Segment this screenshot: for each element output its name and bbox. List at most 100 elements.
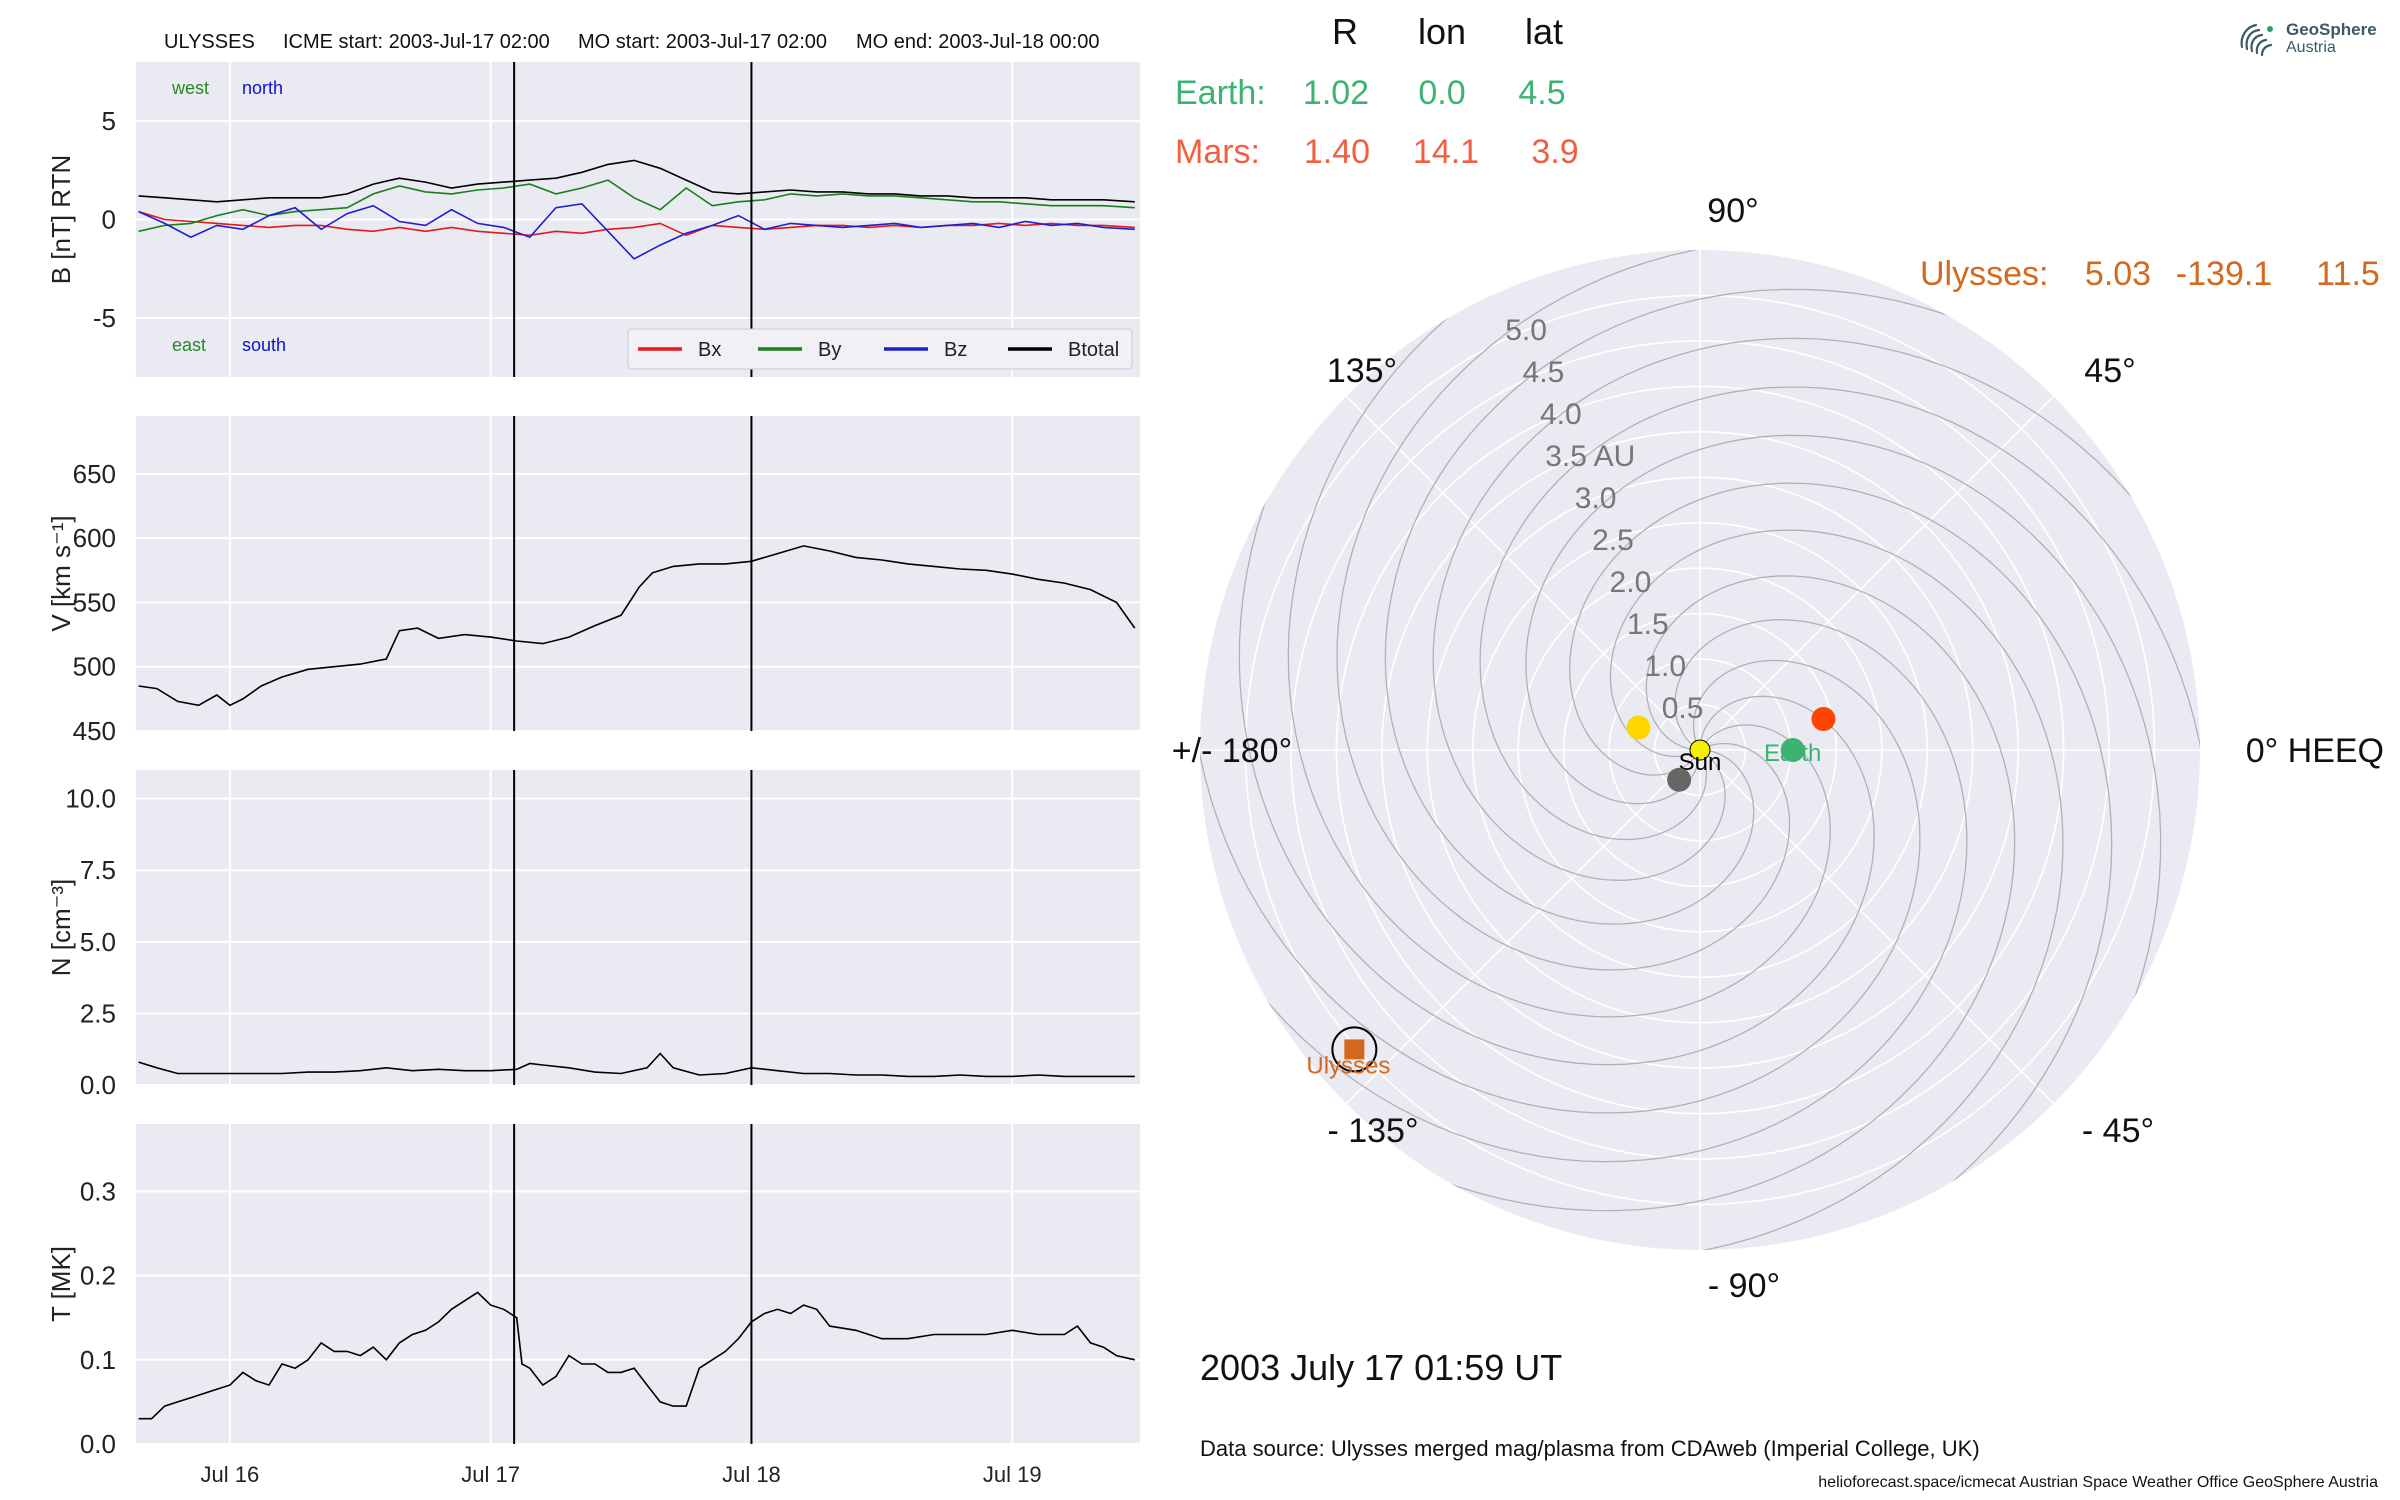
- mars-lat: 3.9: [1531, 133, 1578, 171]
- annotation-east: east: [172, 335, 206, 355]
- geosphere-logo: GeoSphere Austria: [2236, 14, 2386, 64]
- legend-label: Bz: [944, 339, 967, 361]
- y-tick-label: 450: [73, 716, 116, 746]
- header-mo-start: MO start: 2003-Jul-17 02:00: [578, 31, 827, 53]
- angular-spoke: [1345, 749, 1701, 1105]
- ulysses-ring: [1331, 1026, 1378, 1073]
- body-marker-earth: [1780, 738, 1805, 762]
- y-tick-label: -5: [93, 303, 116, 333]
- legend-label: Btotal: [1068, 339, 1119, 361]
- angle-label: - 135°: [1327, 1112, 1418, 1150]
- mars-r: 1.40: [1304, 133, 1370, 171]
- parker-spiral-line: [1336, 250, 2200, 971]
- y-tick-label: 0.0: [80, 1429, 116, 1459]
- parker-spiral-line: [1287, 250, 2196, 1018]
- header-icme-start: ICME start: 2003-Jul-17 02:00: [283, 31, 550, 53]
- logo-line1: GeoSphere: [2286, 20, 2377, 39]
- timestamp: 2003 July 17 01:59 UT: [1200, 1347, 1562, 1388]
- angular-spoke: [1345, 395, 1701, 751]
- earth-lon: 0.0: [1418, 74, 1465, 112]
- body-marker-ulysses: [1344, 1039, 1365, 1060]
- header-spacecraft: ULYSSES: [164, 31, 255, 53]
- panel-background: [136, 770, 1140, 1085]
- legend: Bx By Bz Btotal: [627, 328, 1133, 370]
- y-axis-label: N [cm⁻³]: [46, 879, 76, 977]
- parker-spiral-line: [1432, 337, 2200, 1246]
- series-line-V: [138, 545, 1136, 707]
- y-tick-label: 0.1: [80, 1345, 116, 1375]
- radial-tick-label: 2.5: [1592, 524, 1634, 557]
- series-line-Btotal: [138, 159, 1135, 203]
- header-mo-end: MO end: 2003-Jul-18 00:00: [856, 31, 1100, 53]
- body-marker-sun: [1689, 739, 1711, 761]
- angle-label: - 45°: [2082, 1112, 2154, 1150]
- earth-lat: 4.5: [1518, 74, 1565, 112]
- angle-label: 45°: [2084, 352, 2135, 390]
- parker-spiral-line: [1200, 254, 1968, 1163]
- panel-N: 0.0 2.5 5.0 7.5 10.0 N [cm⁻³]: [46, 770, 1140, 1100]
- data-source: Data source: Ulysses merged mag/plasma f…: [1200, 1436, 1980, 1461]
- radial-tick-label: 1.5: [1627, 608, 1669, 641]
- y-axis-label: B [nT] RTN: [46, 155, 76, 285]
- logo-line2: Austria: [2286, 39, 2336, 56]
- panel-V: 450 500 550 600 650 V [km s⁻¹]: [46, 416, 1140, 746]
- parker-spiral-line: [1200, 529, 2064, 1250]
- y-tick-label: 0.2: [80, 1261, 116, 1291]
- x-tick-label: Jul 18: [722, 1462, 781, 1487]
- x-tick-label: Jul 17: [461, 1462, 520, 1487]
- radial-tick-label: 3.0: [1575, 482, 1617, 515]
- y-tick-label: 7.5: [80, 855, 116, 885]
- y-tick-label: 10.0: [65, 784, 116, 814]
- angle-label: +/- 180°: [1172, 732, 1292, 770]
- ulysses-label: Ulysses:: [1920, 255, 2048, 293]
- y-tick-label: 650: [73, 459, 116, 489]
- geosphere-logo-icon: [2240, 23, 2273, 57]
- y-tick-label: 500: [73, 652, 116, 682]
- series-line-Bz: [138, 202, 1135, 260]
- polar-orbit-plot: 0.5 1.0 1.5 2.0 2.5 3.0 3.5 AU 4.0 4.5 5.0 0° HEEQ…: [1172, 192, 2384, 1305]
- series-line-Bx: [138, 210, 1135, 237]
- body-marker-mercury: [1667, 767, 1692, 792]
- footer-credits: helioforecast.space/icmecat Austrian Spa…: [1818, 1474, 2378, 1491]
- radial-tick-label: 3.5 AU: [1545, 440, 1635, 473]
- parker-spiral-line: [1204, 482, 2113, 1250]
- mars-lon: 14.1: [1413, 133, 1479, 171]
- y-tick-label: 0.3: [80, 1176, 116, 1206]
- earth-r: 1.02: [1303, 74, 1369, 112]
- angle-label: - 90°: [1708, 1267, 1780, 1305]
- ulysses-lon: -139.1: [2176, 255, 2272, 293]
- y-axis-label: V [km s⁻¹]: [46, 515, 76, 631]
- radial-tick-label: 4.5: [1523, 356, 1565, 389]
- col-header-lat: lat: [1525, 11, 1563, 52]
- annotation-west: west: [171, 78, 209, 98]
- earth-label: Earth:: [1175, 74, 1266, 112]
- body-label-ulysses: Ulysses: [1306, 1052, 1390, 1079]
- angular-spoke: [1699, 395, 2055, 751]
- ulysses-r: 5.03: [2085, 255, 2151, 293]
- parker-spiral-line: [1200, 250, 1921, 1114]
- y-tick-label: 600: [73, 523, 116, 553]
- body-label-earth: Earth: [1764, 740, 1821, 767]
- y-tick-label: 0.0: [80, 1070, 116, 1100]
- x-tick-label: Jul 19: [983, 1462, 1042, 1487]
- mars-label: Mars:: [1175, 133, 1260, 171]
- time-series-panels: -5 0 5 B [nT] RTN west north east south Bx By Bz Bt…: [46, 62, 1140, 1487]
- ulysses-lat: 11.5: [2316, 255, 2380, 293]
- series-line-T: [138, 1291, 1135, 1420]
- y-axis-label: T [MK]: [46, 1246, 76, 1322]
- radial-tick-label: 4.0: [1540, 398, 1582, 431]
- angular-spoke: [1699, 749, 2055, 1105]
- col-header-r: R: [1332, 11, 1358, 52]
- x-tick-label: Jul 16: [201, 1462, 260, 1487]
- y-tick-label: 550: [73, 587, 116, 617]
- y-tick-label: 5: [102, 106, 116, 136]
- legend-label: By: [818, 339, 841, 361]
- y-tick-label: 0: [102, 205, 116, 235]
- legend-box: [627, 328, 1133, 370]
- annotation-south: south: [242, 335, 286, 355]
- col-header-lon: lon: [1418, 11, 1466, 52]
- panel-background: [136, 416, 1140, 731]
- angle-label: 135°: [1327, 352, 1397, 390]
- parker-spiral-line: [1479, 386, 2200, 1250]
